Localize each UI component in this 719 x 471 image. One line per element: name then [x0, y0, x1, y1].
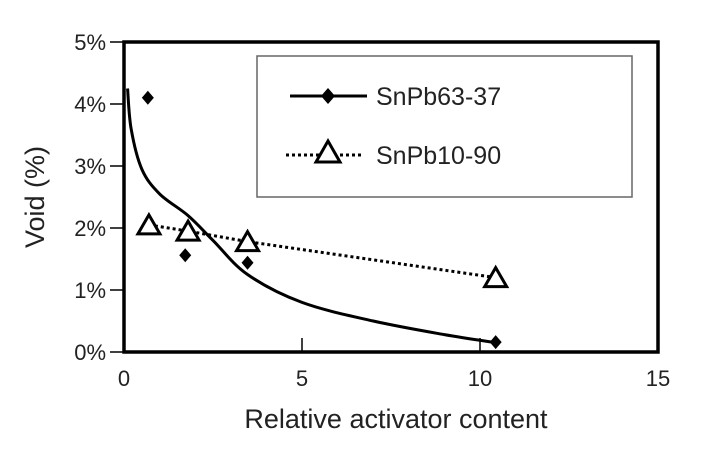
- legend-marker-triangle: [313, 137, 343, 164]
- data-point-snpb63-37: [141, 90, 154, 105]
- x-tick-label: 5: [296, 366, 308, 391]
- plot-frame: [122, 40, 660, 354]
- x-tick-label: 10: [468, 366, 492, 391]
- data-point-snpb63-37: [241, 255, 254, 270]
- axes: 0% 1% 2% 3% 4% 5% 0 5 10 15: [74, 30, 670, 391]
- data-point-snpb63-37: [179, 248, 192, 263]
- legend: SnPb63-37 SnPb10-90: [256, 55, 633, 198]
- y-tick-label: 3%: [74, 154, 106, 179]
- legend-label-snpb10-90: SnPb10-90: [376, 142, 501, 170]
- y-tick-label: 5%: [74, 30, 106, 55]
- data-point-snpb10-90: [135, 211, 163, 236]
- y-tick-label: 4%: [74, 92, 106, 117]
- marks: [126, 88, 510, 350]
- x-tick-label: 0: [118, 366, 130, 391]
- y-tick-label: 0%: [74, 340, 106, 365]
- data-point-snpb10-90: [174, 218, 202, 242]
- data-point-snpb10-90: [482, 264, 510, 289]
- data-point-snpb63-37: [489, 335, 502, 350]
- x-tick-label: 15: [646, 366, 670, 391]
- y-axis-label: Void (%): [20, 146, 50, 248]
- data-point-snpb10-90: [233, 228, 262, 253]
- legend-box: [256, 55, 633, 198]
- y-tick-label: 1%: [74, 278, 106, 303]
- legend-label-snpb63-37: SnPb63-37: [376, 83, 501, 111]
- legend-marker-diamond: [321, 88, 335, 104]
- series-snpb63-37-fit-line: [126, 88, 496, 345]
- y-tick-label: 2%: [74, 216, 106, 241]
- series-snpb10-90-line: [148, 223, 496, 280]
- x-axis-label: Relative activator content: [244, 404, 548, 434]
